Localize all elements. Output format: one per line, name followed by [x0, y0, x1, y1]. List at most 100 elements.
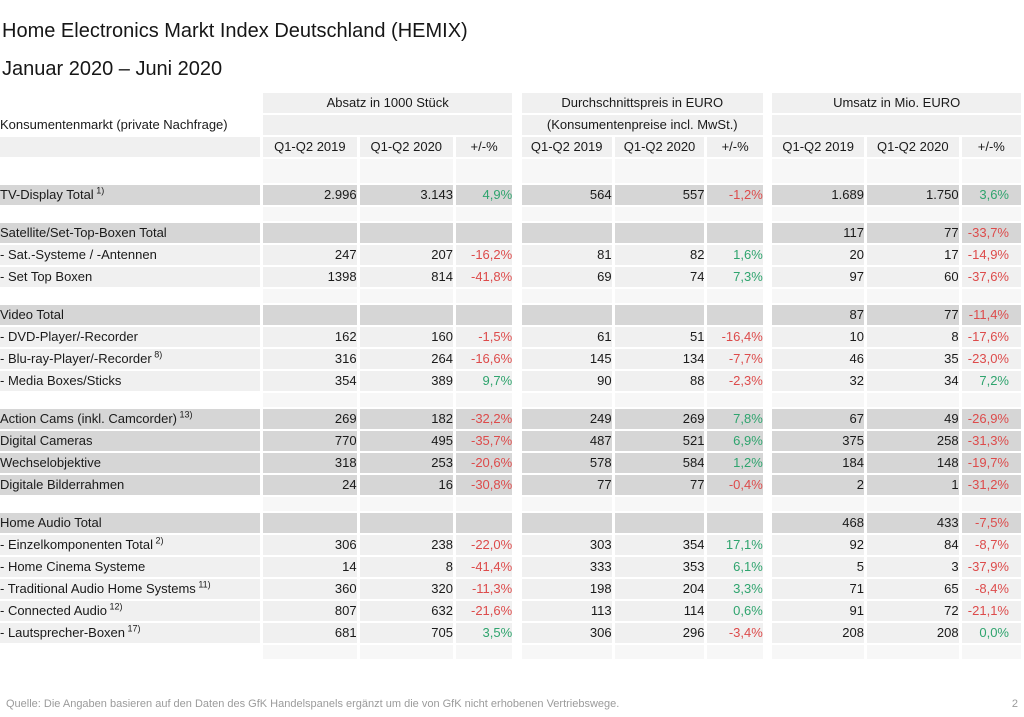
- column-gap: [766, 645, 770, 659]
- cell-absatz-change: -41,8%: [455, 267, 513, 287]
- table-row: - Connected Audio 12) 807 632 -21,6% 113…: [0, 601, 1021, 621]
- cell-preis-change: 7,8%: [707, 409, 763, 429]
- column-gap: [515, 207, 519, 221]
- column-gap: [515, 601, 519, 621]
- cell-preis-2020: 134: [614, 349, 705, 369]
- cell-preis-change: -7,7%: [707, 349, 763, 369]
- cell-absatz-2020: 238: [359, 535, 453, 555]
- cell-absatz-change: 3,5%: [455, 623, 513, 643]
- group-subheader-row: Konsumentenmarkt (private Nachfrage) (Ko…: [0, 115, 1021, 135]
- cell-absatz-change: -20,6%: [455, 453, 513, 473]
- cell-umsatz-change: -33,7%: [961, 223, 1021, 243]
- cell-umsatz-2019: 46: [772, 349, 864, 369]
- cell-absatz-2020: 16: [359, 475, 453, 495]
- cell-preis-change: 17,1%: [707, 535, 763, 555]
- cell-umsatz-2020: 258: [866, 431, 959, 451]
- cell-preis-2019: 487: [521, 431, 612, 451]
- cell-preis-2020: 296: [614, 623, 705, 643]
- cell-preis-2020: 353: [614, 557, 705, 577]
- cell-absatz-change: -16,6%: [455, 349, 513, 369]
- column-gap: [766, 159, 770, 183]
- table-row: Action Cams (inkl. Camcorder) 13) 269 18…: [0, 409, 1021, 429]
- cell-umsatz-change: [961, 159, 1021, 183]
- cell-absatz-change: -21,6%: [455, 601, 513, 621]
- cell-umsatz-2019: 91: [772, 601, 864, 621]
- cell-absatz-2020: [359, 393, 453, 407]
- table-row: - Sat.-Systeme / -Antennen 247 207 -16,2…: [0, 245, 1021, 265]
- column-gap: [766, 601, 770, 621]
- column-gap: [515, 371, 519, 391]
- cell-absatz-2019: [263, 207, 357, 221]
- cell-umsatz-change: 7,2%: [961, 371, 1021, 391]
- column-gap: [515, 513, 519, 533]
- col-preis-2019: Q1-Q2 2019: [521, 137, 612, 157]
- cell-umsatz-change: 3,6%: [961, 185, 1021, 205]
- cell-preis-2019: 306: [521, 623, 612, 643]
- column-gap: [766, 349, 770, 369]
- period-header-row: Q1-Q2 2019 Q1-Q2 2020 +/-% Q1-Q2 2019 Q1…: [0, 137, 1021, 157]
- column-gap: [766, 137, 770, 157]
- column-gap: [515, 185, 519, 205]
- table-row: - DVD-Player/-Recorder 162 160 -1,5% 61 …: [0, 327, 1021, 347]
- col-umsatz-2020: Q1-Q2 2020: [866, 137, 959, 157]
- column-gap: [766, 207, 770, 221]
- column-gap: [515, 409, 519, 429]
- cell-preis-change: [707, 305, 763, 325]
- footnote-marker: 17): [125, 623, 141, 634]
- column-gap: [515, 475, 519, 495]
- row-label: [0, 497, 260, 511]
- row-label: - DVD-Player/-Recorder: [0, 327, 261, 347]
- row-label: Wechselobjektive: [0, 453, 261, 473]
- cell-absatz-change: -41,4%: [455, 557, 513, 577]
- cell-absatz-2020: [359, 223, 453, 243]
- cell-absatz-change: -1,5%: [455, 327, 513, 347]
- column-gap: [766, 115, 770, 135]
- col-absatz-change: +/-%: [455, 137, 513, 157]
- cell-preis-2019: 61: [521, 327, 612, 347]
- cell-umsatz-2020: [866, 497, 959, 511]
- column-gap: [515, 431, 519, 451]
- cell-absatz-change: [455, 645, 513, 659]
- cell-umsatz-2020: [866, 207, 959, 221]
- col-absatz-2020: Q1-Q2 2020: [359, 137, 453, 157]
- cell-umsatz-change: -8,4%: [961, 579, 1021, 599]
- cell-absatz-2019: 269: [263, 409, 357, 429]
- column-gap: [766, 431, 770, 451]
- cell-preis-change: -1,2%: [707, 185, 763, 205]
- cell-preis-2019: [521, 497, 612, 511]
- column-gap: [515, 245, 519, 265]
- cell-absatz-2020: 389: [359, 371, 453, 391]
- cell-preis-2020: 88: [614, 371, 705, 391]
- row-label: - Media Boxes/Sticks: [0, 371, 261, 391]
- cell-absatz-2019: 162: [263, 327, 357, 347]
- column-gap: [515, 137, 519, 157]
- cell-absatz-2019: [263, 513, 357, 533]
- row-label: [0, 289, 260, 303]
- col-umsatz-2019: Q1-Q2 2019: [772, 137, 864, 157]
- cell-absatz-2019: 306: [263, 535, 357, 555]
- cell-umsatz-change: [961, 289, 1021, 303]
- cell-preis-2020: 557: [614, 185, 705, 205]
- cell-absatz-2019: [263, 289, 357, 303]
- cell-preis-2020: 114: [614, 601, 705, 621]
- table-row: - Blu-ray-Player/-Recorder 8) 316 264 -1…: [0, 349, 1021, 369]
- cell-preis-change: [707, 645, 763, 659]
- cell-umsatz-2020: 1: [866, 475, 959, 495]
- cell-umsatz-2020: [866, 159, 959, 183]
- table-row: - Einzelkomponenten Total 2) 306 238 -22…: [0, 535, 1021, 555]
- cell-umsatz-2019: 32: [772, 371, 864, 391]
- cell-preis-2019: [521, 305, 612, 325]
- column-gap: [766, 327, 770, 347]
- cell-umsatz-2020: 84: [866, 535, 959, 555]
- cell-absatz-2020: [359, 305, 453, 325]
- row-label: [0, 393, 260, 407]
- cell-absatz-2019: 1398: [263, 267, 357, 287]
- cell-preis-2019: 90: [521, 371, 612, 391]
- cell-umsatz-2020: 8: [866, 327, 959, 347]
- col-absatz-2019: Q1-Q2 2019: [263, 137, 357, 157]
- column-gap: [515, 223, 519, 243]
- cell-absatz-change: 9,7%: [455, 371, 513, 391]
- cell-preis-2020: 77: [614, 475, 705, 495]
- table-row: [0, 159, 1021, 183]
- cell-preis-2019: [521, 207, 612, 221]
